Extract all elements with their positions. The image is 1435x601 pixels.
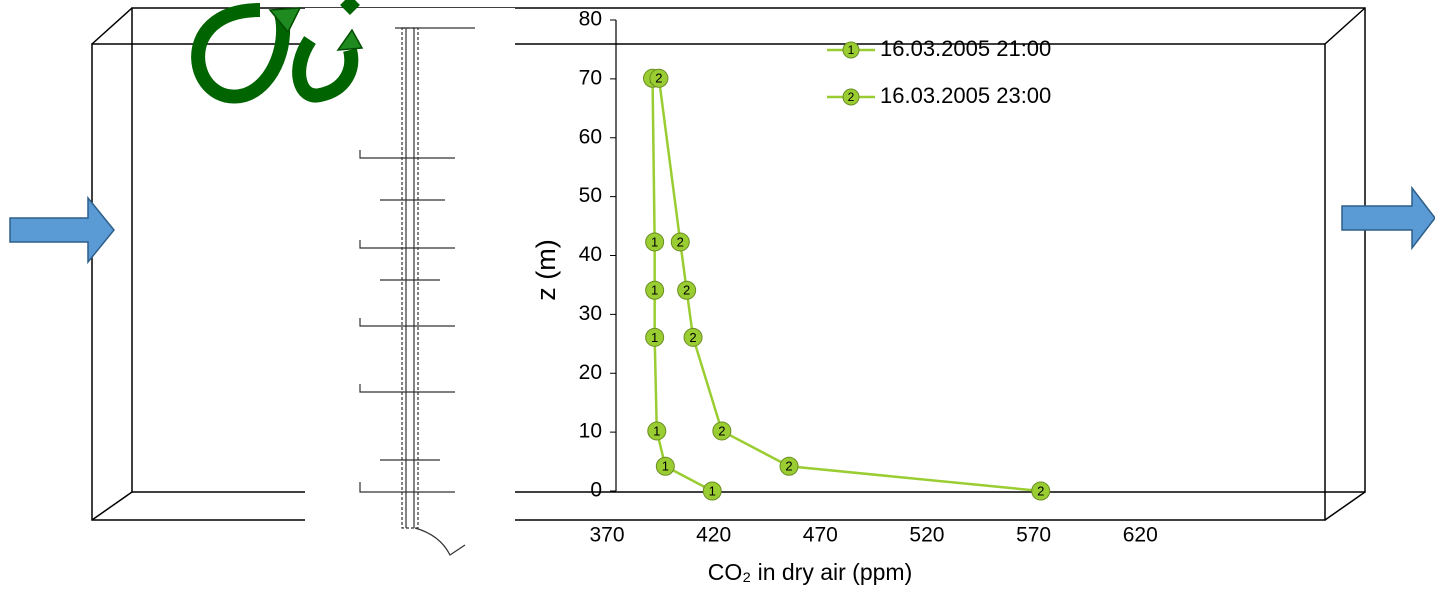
x-tick-label: 370 [589, 524, 624, 547]
x-tick-label: 520 [909, 524, 944, 547]
marker [645, 232, 665, 252]
x-tick-label: 470 [803, 524, 838, 547]
marker-label: 2 [718, 423, 725, 438]
marker [645, 280, 665, 300]
x-tick-label: 570 [1016, 524, 1051, 547]
x-axis-label: CO₂ in dry air (ppm) [708, 559, 912, 585]
marker-label: 2 [677, 234, 684, 249]
marker [670, 232, 690, 252]
x-tick-label: 420 [696, 524, 731, 547]
tower-background [305, 8, 515, 548]
marker [712, 421, 732, 441]
marker [645, 327, 665, 347]
legend-label: 16.03.2005 21:00 [880, 36, 1051, 61]
marker-label: 1 [662, 459, 669, 474]
marker [683, 327, 703, 347]
eddy-arrows [191, 0, 360, 104]
inflow-arrow [9, 195, 115, 265]
y-tick-label: 30 [579, 302, 602, 325]
y-tick-label: 20 [579, 361, 602, 384]
legend-marker-label: 2 [848, 90, 855, 104]
box [91, 7, 1366, 521]
marker-label: 2 [655, 71, 662, 86]
legend-marker-label: 1 [848, 43, 855, 57]
y-axis-label: z (m) [531, 239, 561, 300]
legend-label: 16.03.2005 23:00 [880, 83, 1051, 108]
x-tick-label: 620 [1123, 524, 1158, 547]
y-tick-label: 10 [579, 420, 602, 443]
marker-label: 1 [651, 234, 658, 249]
tower [359, 27, 475, 556]
marker [702, 481, 722, 501]
marker [647, 421, 667, 441]
y-tick-label: 50 [579, 184, 602, 207]
arrow-heads [268, 7, 364, 51]
marker [677, 280, 697, 300]
y-tick-label: 80 [579, 8, 602, 31]
legend-marker [842, 88, 860, 106]
marker-label: 1 [651, 283, 658, 298]
marker-label: 1 [651, 330, 658, 345]
marker [779, 456, 799, 476]
marker-label: 2 [689, 330, 696, 345]
marker [649, 68, 669, 88]
outflow-arrow [1341, 185, 1435, 251]
marker [1031, 481, 1051, 501]
marker [655, 456, 675, 476]
y-tick-label: 40 [579, 243, 602, 266]
marker-label: 2 [683, 283, 690, 298]
y-tick-label: 70 [579, 66, 602, 89]
plot: 0 10 20 30 40 50 60 70 80 370 420 470 520 570 620 1 1 1 1 1… [579, 8, 1158, 547]
marker-label: 1 [709, 483, 716, 498]
marker-label: 2 [785, 459, 792, 474]
marker-label: 2 [1037, 483, 1044, 498]
legend-marker [842, 41, 860, 59]
marker-label: 1 [653, 423, 660, 438]
y-tick-label: 60 [579, 125, 602, 148]
y-tick-label: 0 [590, 479, 602, 502]
